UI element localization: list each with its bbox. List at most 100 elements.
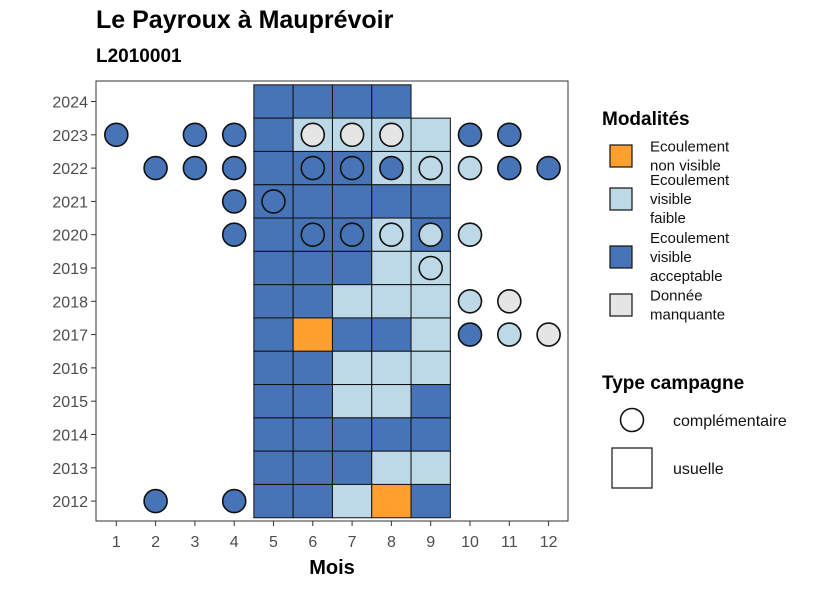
tile-2017-6 (292, 317, 333, 352)
point-2020-7 (339, 222, 365, 247)
legend-label-ecoulement_visible_faible: faible (650, 210, 686, 227)
point-2022-7 (339, 155, 365, 181)
tile-2016-9 (410, 350, 451, 386)
x-tick-label: 10 (461, 534, 479, 551)
y-tick-label: 2019 (52, 261, 88, 278)
tile-2016-5 (253, 350, 294, 386)
point-2023-1 (104, 122, 129, 148)
tile-2021-7 (331, 184, 373, 219)
tile-2024-7 (331, 84, 373, 119)
y-tick-label: 2016 (52, 361, 88, 378)
point-2020-6 (300, 222, 326, 247)
tile-2013-9 (410, 450, 451, 485)
tile-2024-8 (371, 84, 412, 119)
tile-2012-9 (410, 483, 451, 519)
point-2023-6 (300, 122, 326, 148)
point-2022-9 (418, 155, 444, 181)
x-tick-label: 3 (190, 534, 199, 551)
legend-circle-complementaire (619, 407, 645, 433)
point-2023-7 (339, 122, 365, 148)
legend-label-usuelle: usuelle (673, 461, 724, 478)
legend-square-usuelle (611, 447, 653, 489)
tile-2014-5 (253, 417, 294, 452)
point-2021-5 (261, 189, 286, 214)
legend-campagne: complémentaire usuelle (611, 407, 787, 489)
y-tick-label: 2023 (52, 128, 88, 145)
tile-2019-7 (331, 250, 373, 286)
point-2021-4 (221, 189, 247, 214)
y-tick-label: 2018 (52, 294, 88, 311)
tile-2012-8 (371, 483, 412, 519)
point-2022-10 (457, 155, 483, 181)
y-tick-label: 2014 (52, 428, 88, 445)
point-2020-4 (221, 222, 247, 247)
legend-label-ecoulement_visible_acceptable: Ecoulement (650, 230, 730, 247)
tile-2021-9 (410, 184, 451, 219)
point-2012-4 (221, 488, 247, 514)
x-axis: 1 2 3 4 5 6 7 8 9 10 11 12 (112, 521, 558, 551)
point-2017-12 (536, 322, 561, 347)
tile-2017-7 (331, 317, 373, 352)
point-2023-8 (379, 122, 404, 148)
tile-2020-5 (253, 217, 294, 252)
tile-2013-7 (331, 450, 373, 485)
tile-2018-5 (253, 284, 294, 319)
tile-2018-9 (410, 284, 451, 319)
tile-2023-5 (253, 117, 294, 152)
tile-2014-7 (331, 417, 373, 452)
legend-label-ecoulement_visible_faible: Ecoulement (650, 172, 730, 189)
tile-2018-8 (371, 284, 412, 319)
point-2022-4 (221, 155, 247, 181)
legend-swatch-ecoulement_visible_acceptable (609, 245, 633, 269)
point-2022-8 (379, 155, 404, 181)
tile-2013-8 (371, 450, 412, 485)
tiles-layer (253, 84, 451, 519)
legend-swatch-donnee_manquante (609, 293, 633, 317)
tile-2015-6 (292, 384, 333, 419)
legend-label-ecoulement_visible_acceptable: visible (650, 249, 692, 266)
tile-2017-9 (410, 317, 451, 352)
tile-2016-8 (371, 350, 412, 386)
y-tick-label: 2013 (52, 461, 88, 478)
y-tick-label: 2017 (52, 328, 88, 345)
tile-2024-5 (253, 84, 294, 119)
tile-2016-7 (331, 350, 373, 386)
y-tick-label: 2021 (52, 194, 88, 211)
legend-label-donnee_manquante: manquante (650, 307, 725, 324)
tile-2015-9 (410, 384, 451, 419)
point-2017-10 (457, 322, 483, 347)
tile-2019-8 (371, 250, 412, 286)
tile-2012-6 (292, 483, 333, 519)
point-2020-10 (457, 222, 483, 247)
tile-2015-5 (253, 384, 294, 419)
chart-title: Le Payroux à Mauprévoir (96, 6, 394, 34)
x-tick-label: 1 (112, 534, 121, 551)
y-axis: 2012 2013 2014 2015 2016 2017 2018 2019 2020 2021… (52, 95, 96, 511)
tile-2014-8 (371, 417, 412, 452)
legend-label-donnee_manquante: Donnée (650, 288, 703, 305)
point-2022-6 (300, 155, 326, 181)
tile-2019-6 (292, 250, 333, 286)
x-tick-label: 12 (540, 534, 558, 551)
point-2023-10 (457, 122, 483, 148)
x-tick-label: 11 (501, 534, 518, 551)
tile-2013-5 (253, 450, 294, 485)
x-tick-label: 8 (387, 534, 396, 551)
point-2023-11 (496, 122, 522, 148)
tile-2021-8 (371, 184, 412, 219)
point-2022-11 (496, 155, 522, 181)
tile-2015-8 (371, 384, 412, 419)
point-2023-4 (221, 122, 247, 148)
x-tick-label: 9 (426, 534, 435, 551)
tile-2019-5 (253, 250, 294, 286)
chart-subtitle: L2010001 (96, 46, 182, 67)
y-tick-label: 2012 (52, 494, 88, 511)
tile-2018-6 (292, 284, 333, 319)
x-axis-label: Mois (309, 557, 355, 579)
legend-label-ecoulement_visible_acceptable: acceptable (650, 268, 723, 285)
legend-swatch-ecoulement_visible_faible (609, 187, 633, 211)
tile-2013-6 (292, 450, 333, 485)
legend-label-ecoulement_non_visible: Ecoulement (650, 139, 730, 156)
